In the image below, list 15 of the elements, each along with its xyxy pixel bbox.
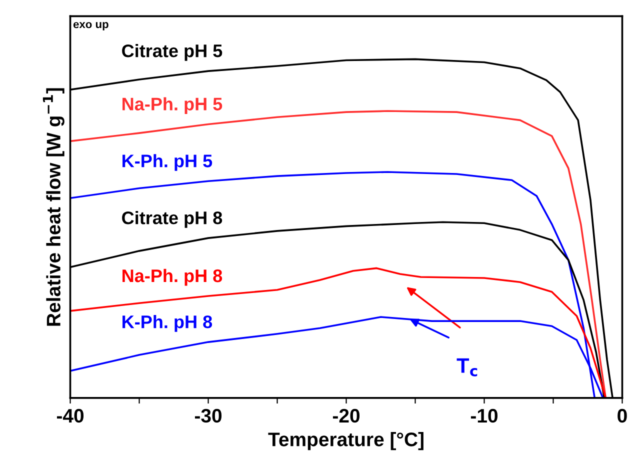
- series-label: Na-Ph. pH 5: [122, 97, 222, 114]
- series-label: Na-Ph. pH 8: [122, 268, 222, 286]
- y-axis-title: Relative heat flow [W g$^{−1}$]: [42, 88, 64, 326]
- x-tick-label: -40: [56, 408, 84, 423]
- x-tick-label: -30: [194, 408, 222, 423]
- series-label: K-Ph. pH 5: [122, 154, 212, 171]
- x-tick-label: -10: [470, 408, 498, 423]
- x-axis-title: Temperature [°C]: [268, 432, 424, 450]
- series-label: Citrate pH 5: [122, 44, 222, 61]
- annotation: T$_{c}$: [456, 358, 478, 376]
- x-tick-label: -20: [332, 408, 360, 423]
- series-label: K-Ph. pH 8: [122, 315, 212, 332]
- series-label: Citrate pH 8: [122, 211, 222, 228]
- x-tick-label: 0: [618, 408, 627, 423]
- text: exo up: [73, 22, 108, 30]
